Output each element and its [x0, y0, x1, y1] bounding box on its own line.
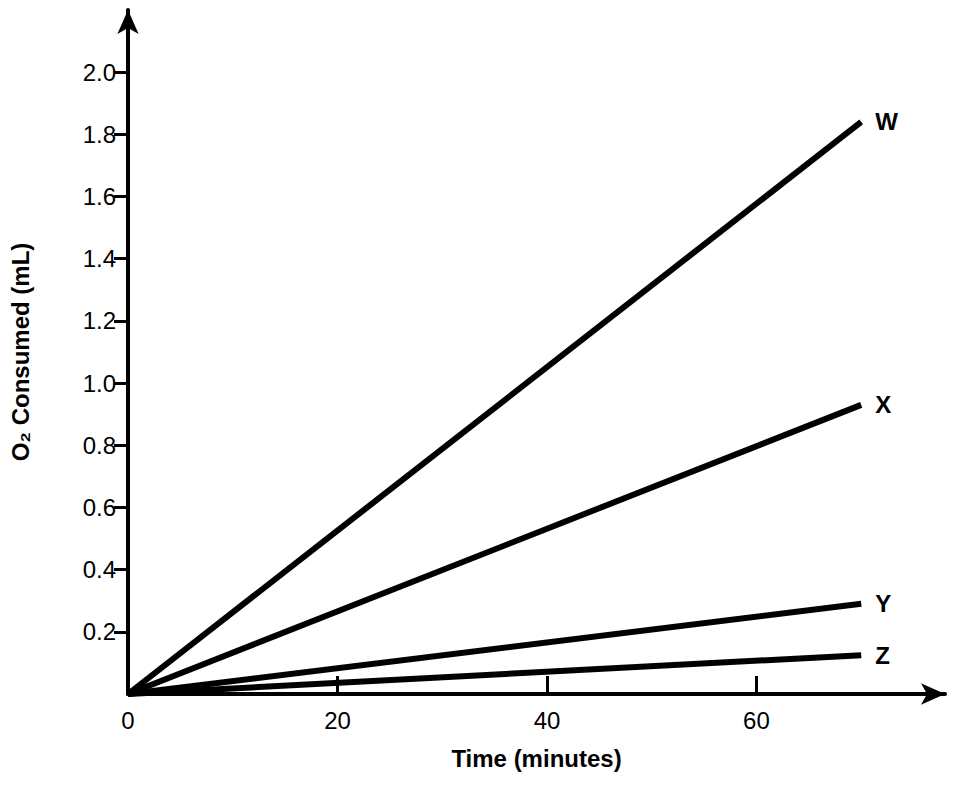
svg-text:0.6: 0.6: [83, 494, 116, 521]
svg-text:X: X: [875, 391, 891, 418]
svg-text:0.4: 0.4: [83, 556, 116, 583]
svg-text:W: W: [875, 108, 898, 135]
svg-text:1.0: 1.0: [83, 370, 116, 397]
svg-text:0.2: 0.2: [83, 618, 116, 645]
svg-text:0: 0: [121, 707, 134, 734]
svg-text:1.8: 1.8: [83, 121, 116, 148]
svg-text:40: 40: [534, 707, 561, 734]
svg-text:1.6: 1.6: [83, 183, 116, 210]
svg-text:20: 20: [324, 707, 351, 734]
svg-text:Y: Y: [875, 590, 891, 617]
svg-text:1.2: 1.2: [83, 307, 116, 334]
svg-text:2.0: 2.0: [83, 59, 116, 86]
svg-text:Z: Z: [875, 642, 890, 669]
svg-text:O₂ Consumed (mL): O₂ Consumed (mL): [7, 243, 34, 462]
svg-text:Time (minutes): Time (minutes): [451, 745, 621, 772]
svg-text:1.4: 1.4: [83, 245, 116, 272]
svg-text:0.8: 0.8: [83, 432, 116, 459]
svg-text:60: 60: [743, 707, 770, 734]
